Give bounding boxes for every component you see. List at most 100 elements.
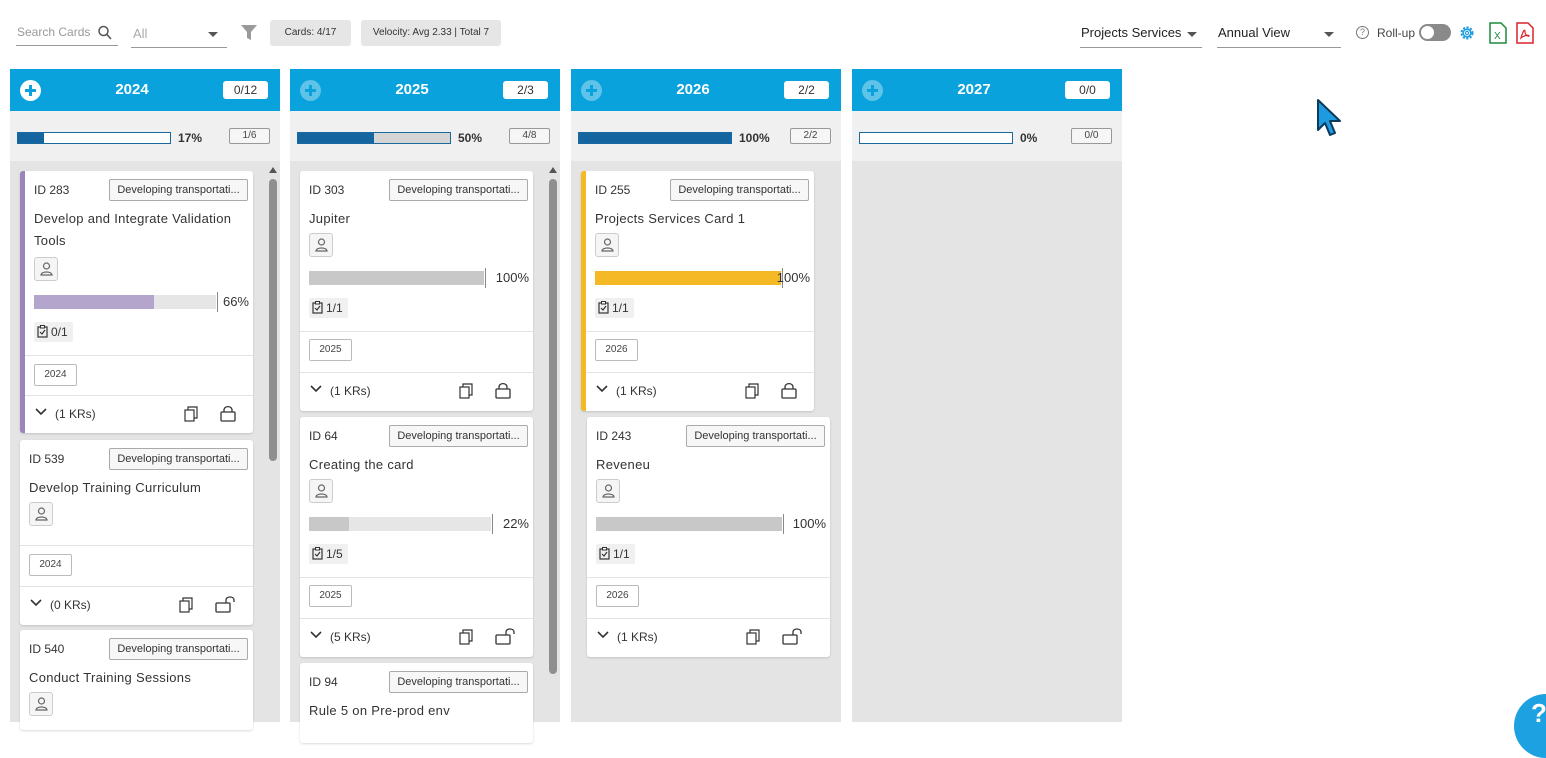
help-chat-button[interactable]: ?	[1514, 694, 1546, 758]
lock-icon[interactable]	[781, 382, 797, 399]
avatar[interactable]	[309, 479, 333, 503]
card-objective-tag[interactable]: Developing transportati...	[389, 425, 528, 447]
avatar[interactable]	[595, 233, 619, 257]
card[interactable]: ID 283 Developing transportati... Develo…	[20, 171, 253, 433]
lock-icon[interactable]	[495, 382, 511, 399]
card-title[interactable]: Reveneu	[596, 457, 651, 472]
search-icon[interactable]	[98, 25, 112, 41]
column-progress-bar	[578, 132, 732, 144]
project-select[interactable]: Projects Services	[1080, 22, 1202, 48]
column-scrollbar[interactable]	[269, 167, 277, 461]
search-input[interactable]: Search Cards	[16, 22, 118, 46]
gear-icon[interactable]	[1458, 24, 1476, 42]
card-krs-count[interactable]: (1 KRs)	[617, 630, 658, 644]
card-title[interactable]: Rule 5 on Pre-prod env	[309, 703, 451, 718]
card-title[interactable]: Conduct Training Sessions	[29, 670, 192, 685]
card-id: ID 94	[309, 675, 338, 689]
copy-icon[interactable]	[179, 597, 194, 613]
copy-icon[interactable]	[184, 406, 199, 422]
filter-icon[interactable]	[240, 24, 258, 42]
card[interactable]: ID 94 Developing transportati... Rule 5 …	[300, 663, 533, 743]
card[interactable]: ID 539 Developing transportati... Develo…	[20, 440, 253, 625]
card-objective-tag[interactable]: Developing transportati...	[389, 671, 528, 693]
card-tasks-count: 1/1	[326, 301, 343, 315]
card-title[interactable]: Creating the card	[309, 457, 414, 472]
card-footer: (1 KRs)	[587, 618, 830, 656]
column-scrollbar[interactable]	[549, 167, 557, 674]
unlock-icon[interactable]	[495, 628, 515, 645]
chevron-down-icon[interactable]	[35, 408, 47, 416]
card-krs-count[interactable]: (1 KRs)	[616, 384, 657, 398]
card-objective-tag[interactable]: Developing transportati...	[109, 179, 248, 201]
card-krs-count[interactable]: (5 KRs)	[330, 630, 371, 644]
add-card-icon[interactable]	[300, 80, 321, 101]
card-title[interactable]: Develop Training Curriculum	[29, 480, 202, 495]
card-footer: (1 KRs)	[25, 395, 253, 433]
excel-export-icon[interactable]: X	[1489, 22, 1507, 44]
card[interactable]: ID 243 Developing transportati... Revene…	[587, 417, 830, 657]
column-count-badge: 2/2	[784, 81, 829, 99]
card-year-tag: 2026	[595, 339, 638, 361]
chevron-down-icon[interactable]	[596, 385, 608, 393]
column-progress-bar	[859, 132, 1013, 144]
avatar[interactable]	[29, 502, 53, 526]
chevron-down-icon[interactable]	[310, 385, 322, 393]
card-tasks-count: 1/1	[612, 301, 629, 315]
lock-icon[interactable]	[220, 405, 236, 422]
chevron-down-icon[interactable]	[30, 599, 42, 607]
column-progress: 50% 4/8	[290, 111, 560, 161]
rollup-toggle[interactable]	[1419, 24, 1451, 41]
help-icon[interactable]: ?	[1356, 26, 1369, 39]
card-objective-tag[interactable]: Developing transportati...	[389, 179, 528, 201]
card[interactable]: ID 303 Developing transportati... Jupite…	[300, 171, 533, 411]
card-objective-tag[interactable]: Developing transportati...	[109, 448, 248, 470]
card-objective-tag[interactable]: Developing transportati...	[670, 179, 809, 201]
card-krs-count[interactable]: (1 KRs)	[330, 384, 371, 398]
card-id: ID 243	[596, 429, 632, 443]
card-objective-tag[interactable]: Developing transportati...	[109, 638, 248, 660]
unlock-icon[interactable]	[782, 628, 802, 645]
chevron-down-icon	[1187, 32, 1197, 37]
checklist-icon	[37, 325, 48, 338]
card[interactable]: ID 540 Developing transportati... Conduc…	[20, 630, 253, 730]
add-card-icon[interactable]	[862, 80, 883, 101]
avatar[interactable]	[309, 233, 333, 257]
rollup-label: Roll-up	[1377, 26, 1416, 40]
card-krs-count[interactable]: (0 KRs)	[50, 598, 91, 612]
chevron-down-icon	[1324, 32, 1334, 37]
card-year-tag: 2026	[596, 585, 639, 607]
card-year-tag: 2024	[34, 364, 77, 386]
card-title[interactable]: Jupiter	[309, 211, 351, 226]
column-header: 2024 0/12	[10, 69, 280, 111]
chevron-down-icon[interactable]	[310, 631, 322, 639]
pdf-export-icon[interactable]	[1516, 22, 1534, 44]
card-progress-bar	[34, 292, 218, 312]
view-select[interactable]: Annual View	[1217, 22, 1341, 48]
card-tasks-badge: 1/1	[596, 544, 635, 564]
project-select-value: Projects Services	[1081, 25, 1182, 40]
card-title[interactable]: Develop and Integrate Validation Tools	[34, 211, 232, 248]
column-progress-bar	[297, 132, 451, 144]
card[interactable]: ID 64 Developing transportati... Creatin…	[300, 417, 533, 657]
chevron-down-icon[interactable]	[597, 631, 609, 639]
avatar[interactable]	[34, 257, 58, 281]
card-title[interactable]: Projects Services Card 1	[595, 211, 746, 226]
add-card-icon[interactable]	[20, 80, 41, 101]
user-icon	[315, 238, 328, 252]
unlock-icon[interactable]	[215, 596, 235, 613]
column-progress: 0% 0/0	[852, 111, 1122, 161]
card-krs-count[interactable]: (1 KRs)	[55, 407, 96, 421]
copy-icon[interactable]	[459, 629, 474, 645]
copy-icon[interactable]	[459, 383, 474, 399]
card-filter-select[interactable]: All	[131, 22, 227, 48]
card[interactable]: ID 255 Developing transportati... Projec…	[581, 171, 814, 411]
card-year-tag: 2025	[309, 339, 352, 361]
copy-icon[interactable]	[745, 383, 760, 399]
copy-icon[interactable]	[746, 629, 761, 645]
add-card-icon[interactable]	[581, 80, 602, 101]
user-icon	[601, 238, 614, 252]
avatar[interactable]	[596, 479, 620, 503]
svg-text:X: X	[1494, 31, 1501, 42]
card-objective-tag[interactable]: Developing transportati...	[686, 425, 825, 447]
avatar[interactable]	[29, 692, 53, 716]
